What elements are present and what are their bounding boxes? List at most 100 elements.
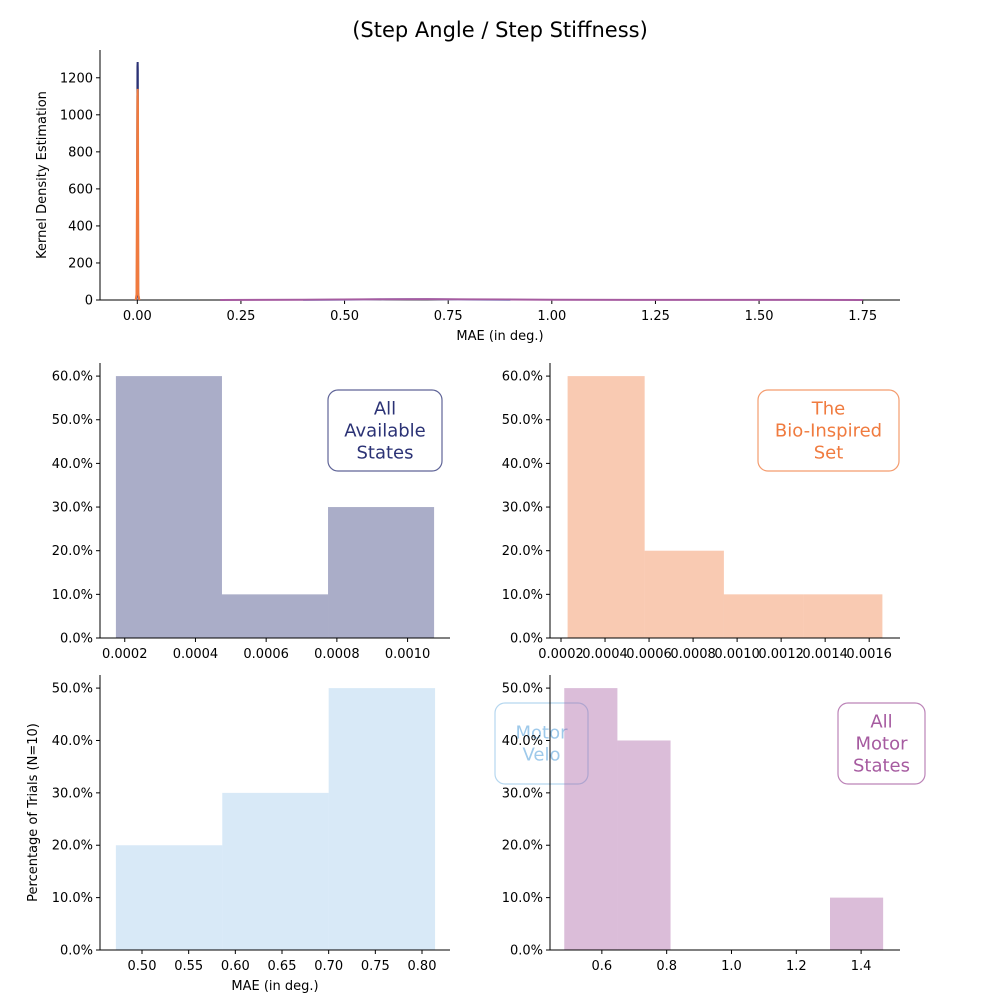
x-tick-label: 0.0002 [538,647,584,662]
legend-line: All [870,712,892,733]
y-tick-label: 400 [68,219,93,234]
x-tick-label: 0.25 [226,309,255,324]
legend-line: States [356,443,413,464]
y-axis-label: Percentage of Trials (N=10) [26,723,41,902]
y-tick-label: 0.0% [510,632,543,647]
x-axis-label: MAE (in deg.) [456,329,543,344]
y-axis-label: Kernel Density Estimation [35,91,50,259]
y-tick-label: 30.0% [52,786,93,801]
y-tick-label: 0.0% [60,944,93,959]
legend-line: Velo [522,745,560,766]
histogram-bar [115,845,223,950]
legend-box [757,389,900,472]
x-tick-label: 1.0 [721,959,742,974]
histogram-bar [328,507,435,638]
y-tick-label: 0.0% [60,632,93,647]
y-tick-label: 20.0% [502,544,543,559]
y-tick-label: 20.0% [52,544,93,559]
x-tick-label: 0.00 [123,309,152,324]
legend-line: All [374,399,396,420]
x-tick-label: 0.0006 [626,647,672,662]
x-tick-label: 0.80 [408,959,437,974]
legend-line: Motor [515,723,568,744]
y-tick-label: 0 [85,294,93,309]
x-tick-label: 0.0002 [102,647,148,662]
figure-title: (Step Angle / Step Stiffness) [352,18,648,42]
x-tick-label: 0.0004 [582,647,628,662]
histogram-bar [567,376,645,638]
chart-kde: 0.00 0.25 0.50 0.75 1.00 1.25 1.50 1.75 0 200 400 6… [35,50,900,344]
y-tick-label: 1000 [60,108,93,123]
x-tick-label: 0.6 [592,959,613,974]
x-tick-label: 1.25 [641,309,670,324]
y-tick-label: 40.0% [52,457,93,472]
x-tick-label: 0.0014 [802,647,848,662]
x-tick-label: 0.50 [330,309,359,324]
x-tick-label: 0.60 [221,959,250,974]
x-tick-label: 0.0010 [714,647,760,662]
legend-line: Set [814,443,844,464]
y-tick-label: 200 [68,256,93,271]
y-tick-label: 50.0% [502,682,543,697]
legend-box [327,389,443,472]
y-tick-label: 1200 [60,71,93,86]
y-tick-label: 30.0% [52,501,93,516]
x-tick-label: 1.50 [745,309,774,324]
histogram-bar [328,688,436,950]
legend-line: Bio-Inspired [775,421,882,442]
kde-line-bio_inspired [134,88,141,301]
y-tick-label: 60.0% [502,370,543,385]
x-axis-label: MAE (in deg.) [231,979,318,994]
histogram-bar [222,792,329,950]
legend-box [837,702,926,785]
x-tick-label: 0.8 [656,959,677,974]
y-tick-label: 20.0% [502,839,543,854]
histogram-bar [644,550,724,638]
y-tick-label: 0.0% [510,944,543,959]
x-tick-label: 0.70 [314,959,343,974]
y-tick-label: 30.0% [502,786,543,801]
plots-layer: 0.00 0.25 0.50 0.75 1.00 1.25 1.50 1.75 0 200 400 6… [26,50,926,994]
chart-hist_motor_velocity: 0.50 0.55 0.60 0.65 0.70 0.75 0.80 0.0% 10.0% 20.… [26,675,450,994]
y-tick-label: 60.0% [52,370,93,385]
legend-line: Motor [855,734,908,755]
histogram-bar [115,376,222,638]
histogram-bar [830,897,884,950]
x-tick-label: 1.00 [537,309,566,324]
x-tick-label: 1.75 [848,309,877,324]
histogram-bar [221,594,329,638]
kde-line-all_motor [220,298,863,301]
x-tick-label: 0.0008 [670,647,716,662]
legend-line: The [811,399,845,420]
legend-line: Available [344,421,425,442]
x-tick-label: 0.0008 [314,647,360,662]
y-tick-label: 50.0% [52,413,93,428]
y-tick-label: 30.0% [502,501,543,516]
x-tick-label: 0.0006 [243,647,289,662]
histogram-bar [564,688,618,950]
histogram-bar [723,594,804,638]
chart-hist_all_available: 0.0002 0.0004 0.0006 0.0008 0.0010 0.0% 10.0% 2… [52,363,450,662]
x-tick-label: 1.2 [786,959,807,974]
y-tick-label: 40.0% [52,734,93,749]
x-tick-label: 0.0012 [758,647,804,662]
chart-hist_bio_inspired: 0.00020.00040.00060.00080.00100.00120.00… [502,363,900,662]
y-tick-label: 600 [68,182,93,197]
y-tick-label: 10.0% [502,588,543,603]
x-tick-label: 0.0004 [173,647,219,662]
x-tick-label: 0.50 [128,959,157,974]
y-tick-label: 800 [68,145,93,160]
x-tick-label: 0.55 [174,959,203,974]
x-tick-label: 0.0016 [846,647,892,662]
chart-hist_all_motor: 0.6 0.8 1.0 1.2 1.4 0.0% 10.0% 20.0% 30.0% 40.0% 5… [502,675,900,974]
y-tick-label: 40.0% [502,457,543,472]
legend-line: States [853,756,910,777]
histogram-bar [803,594,883,638]
y-tick-label: 10.0% [502,891,543,906]
legend-box [494,702,589,785]
y-tick-label: 10.0% [52,588,93,603]
